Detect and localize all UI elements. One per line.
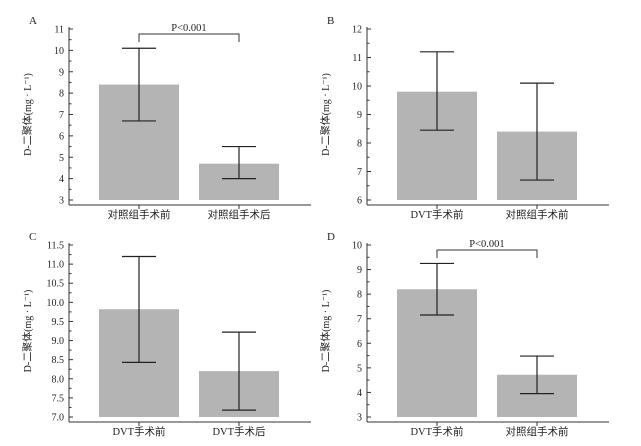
panel-c: C 7.0 7.5 8.0 8.5 9.0 9.5 10.0 10.5 11.0 11.5 D-二聚体… (22, 231, 311, 438)
y-tick-label: 9.0 (52, 336, 65, 347)
y-tick-label: 8 (357, 290, 362, 301)
panel-b: B 6 7 8 9 10 11 12 D-二聚体(mg · L⁻¹) DVT手术前 对照组手术前 (320, 15, 609, 221)
y-tick-label: 7.5 (52, 393, 65, 404)
significance-bracket (138, 33, 240, 42)
y-tick-label: 8 (357, 139, 362, 150)
y-tick-label: 5 (59, 153, 64, 164)
y-tick-label: 5 (357, 363, 362, 374)
x-tick-label: DVT手术前 (410, 425, 463, 438)
y-tick-label: 10.0 (47, 298, 65, 309)
significance-bracket (436, 249, 538, 258)
panel-d: D 3 4 5 6 7 8 9 10 D-二聚体(mg · L⁻¹) DVT手术前 对照组手术前 P<0… (320, 231, 609, 438)
x-tick-label: DVT手术前 (410, 208, 463, 221)
x-tick-label: 对照组手术前 (506, 425, 569, 438)
y-axis-label: D-二聚体(mg · L⁻¹) (22, 73, 34, 156)
y-tick-label: 8.5 (52, 355, 65, 366)
y-tick-label: 11 (352, 53, 362, 64)
y-tick-label: 10 (54, 46, 64, 57)
y-axis-label: D-二聚体(mg · L⁻¹) (22, 290, 34, 373)
y-tick-label: 7 (357, 167, 362, 178)
y-axis-label: D-二聚体(mg · L⁻¹) (320, 73, 332, 156)
panel-label: A (29, 15, 37, 27)
y-tick-label: 11 (54, 25, 64, 36)
y-tick-label: 9.5 (52, 317, 65, 328)
y-tick-label: 10 (352, 241, 362, 252)
panel-a: A 3 4 5 6 7 8 9 10 11 D-二聚体(mg · L⁻¹) 对照组手术前 对照组手术后 P… (22, 15, 311, 221)
y-tick-label: 4 (357, 388, 362, 399)
y-tick-label: 3 (357, 413, 362, 424)
y-tick-label: 6 (59, 131, 64, 142)
y-tick-label: 10 (352, 82, 362, 93)
x-tick-label: 对照组手术前 (506, 208, 569, 221)
y-tick-label: 4 (59, 174, 64, 185)
y-tick-label: 3 (59, 196, 64, 207)
y-axis-label: D-二聚体(mg · L⁻¹) (320, 290, 332, 373)
y-tick-label: 11.0 (47, 260, 64, 271)
y-tick-label: 12 (352, 25, 362, 36)
panel-label: D (327, 231, 335, 243)
significance-label: P<0.001 (469, 239, 504, 250)
y-tick-label: 11.5 (47, 241, 64, 252)
y-tick-label: 8 (59, 89, 64, 100)
y-tick-label: 7.0 (52, 413, 65, 424)
y-tick-label: 8.0 (52, 374, 65, 385)
y-tick-label: 9 (59, 67, 64, 78)
panel-label: B (327, 15, 334, 27)
panel-label: C (29, 231, 36, 243)
y-tick-label: 6 (357, 339, 362, 350)
y-tick-label: 6 (357, 196, 362, 207)
y-tick-label: 9 (357, 265, 362, 276)
x-tick-label: 对照组手术后 (208, 208, 271, 221)
significance-label: P<0.001 (171, 23, 206, 34)
y-tick-label: 7 (59, 110, 64, 121)
y-tick-label: 10.5 (47, 279, 65, 290)
x-tick-label: 对照组手术前 (108, 208, 171, 221)
y-tick-label: 7 (357, 314, 362, 325)
y-tick-label: 9 (357, 110, 362, 121)
x-tick-label: DVT手术前 (112, 425, 165, 438)
x-tick-label: DVT手术后 (212, 425, 265, 438)
